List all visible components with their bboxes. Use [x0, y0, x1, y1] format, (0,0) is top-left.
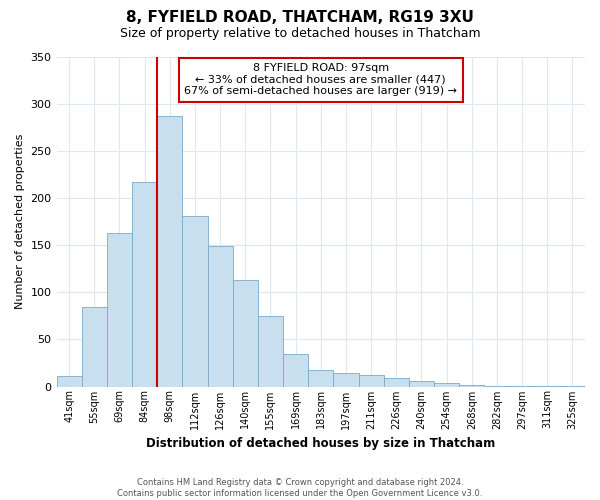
Bar — [82, 308, 107, 386]
Bar — [157, 116, 182, 386]
Text: 8 FYFIELD ROAD: 97sqm
← 33% of detached houses are smaller (447)
67% of semi-det: 8 FYFIELD ROAD: 97sqm ← 33% of detached … — [184, 63, 457, 96]
Bar — [334, 374, 359, 386]
Bar — [107, 233, 132, 386]
Bar — [56, 376, 82, 386]
Bar — [383, 378, 409, 386]
Bar — [182, 216, 208, 386]
Bar — [359, 375, 383, 386]
Bar — [233, 280, 258, 386]
X-axis label: Distribution of detached houses by size in Thatcham: Distribution of detached houses by size … — [146, 437, 496, 450]
Bar — [258, 316, 283, 386]
Bar — [208, 246, 233, 386]
Text: Size of property relative to detached houses in Thatcham: Size of property relative to detached ho… — [119, 28, 481, 40]
Y-axis label: Number of detached properties: Number of detached properties — [15, 134, 25, 309]
Bar — [434, 382, 459, 386]
Text: Contains HM Land Registry data © Crown copyright and database right 2024.
Contai: Contains HM Land Registry data © Crown c… — [118, 478, 482, 498]
Text: 8, FYFIELD ROAD, THATCHAM, RG19 3XU: 8, FYFIELD ROAD, THATCHAM, RG19 3XU — [126, 10, 474, 25]
Bar — [308, 370, 334, 386]
Bar — [132, 182, 157, 386]
Bar — [409, 381, 434, 386]
Bar — [459, 384, 484, 386]
Bar — [283, 354, 308, 386]
